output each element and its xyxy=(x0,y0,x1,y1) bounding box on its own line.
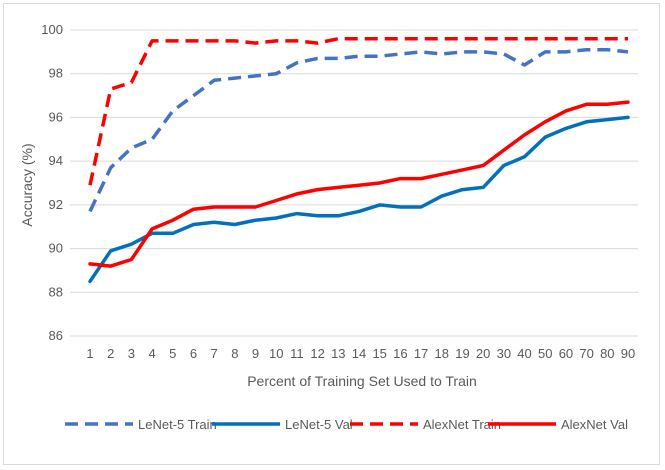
y-tick-label: 94 xyxy=(49,153,63,168)
legend-label: LeNet-5 Train xyxy=(138,417,217,432)
x-tick-label: 14 xyxy=(352,346,366,361)
y-axis-ticks: 86 88 90 92 94 96 98 100 xyxy=(41,22,63,343)
y-tick-label: 100 xyxy=(41,22,63,37)
legend-label: LeNet-5 Val xyxy=(285,417,353,432)
series-line-2 xyxy=(88,115,630,284)
y-tick-label: 92 xyxy=(49,197,63,212)
x-tick-label: 8 xyxy=(231,346,238,361)
x-tick-label: 9 xyxy=(252,346,259,361)
x-tick-label: 70 xyxy=(579,346,593,361)
x-tick-label: 19 xyxy=(455,346,469,361)
x-tick-label: 30 xyxy=(497,346,511,361)
x-tick-label: 3 xyxy=(128,346,135,361)
y-tick-label: 86 xyxy=(49,328,63,343)
x-tick-label: 5 xyxy=(169,346,176,361)
x-tick-label: 11 xyxy=(290,346,304,361)
x-tick-label: 20 xyxy=(476,346,490,361)
x-tick-label: 18 xyxy=(435,346,449,361)
series-line-1 xyxy=(88,47,629,213)
x-tick-label: 80 xyxy=(600,346,614,361)
y-tick-label: 96 xyxy=(49,109,63,124)
legend-label: AlexNet Val xyxy=(561,417,628,432)
y-tick-label: 90 xyxy=(49,241,63,256)
x-tick-label: 7 xyxy=(211,346,218,361)
x-tick-label: 16 xyxy=(393,346,407,361)
x-tick-label: 6 xyxy=(190,346,197,361)
x-axis-title: Percent of Training Set Used to Train xyxy=(247,373,477,389)
x-tick-label: 4 xyxy=(148,346,155,361)
x-tick-label: 60 xyxy=(559,346,573,361)
series-lines xyxy=(88,36,630,284)
gridlines xyxy=(70,29,638,293)
x-tick-label: 15 xyxy=(372,346,386,361)
x-tick-label: 17 xyxy=(414,346,428,361)
x-tick-label: 1 xyxy=(86,346,93,361)
y-axis-title: Accuracy (%) xyxy=(19,143,35,226)
legend-label: AlexNet Train xyxy=(423,417,501,432)
chart-frame xyxy=(3,3,660,465)
x-tick-label: 90 xyxy=(621,346,635,361)
legend: LeNet-5 Train LeNet-5 Val AlexNet Train Ale… xyxy=(65,417,628,432)
y-tick-label: 98 xyxy=(49,66,63,81)
x-tick-label: 13 xyxy=(331,346,345,361)
x-tick-label: 40 xyxy=(517,346,531,361)
series-line-4 xyxy=(88,100,630,268)
x-tick-label: 12 xyxy=(310,346,324,361)
x-axis-ticks: 1 2 3 4 5 6 7 8 9 10 11 12 13 14 15 16 17 18 19 20 30 40 50 60 7… xyxy=(86,346,635,361)
x-tick-label: 2 xyxy=(107,346,114,361)
y-tick-label: 88 xyxy=(49,284,63,299)
x-tick-label: 10 xyxy=(269,346,283,361)
x-tick-label: 50 xyxy=(538,346,552,361)
